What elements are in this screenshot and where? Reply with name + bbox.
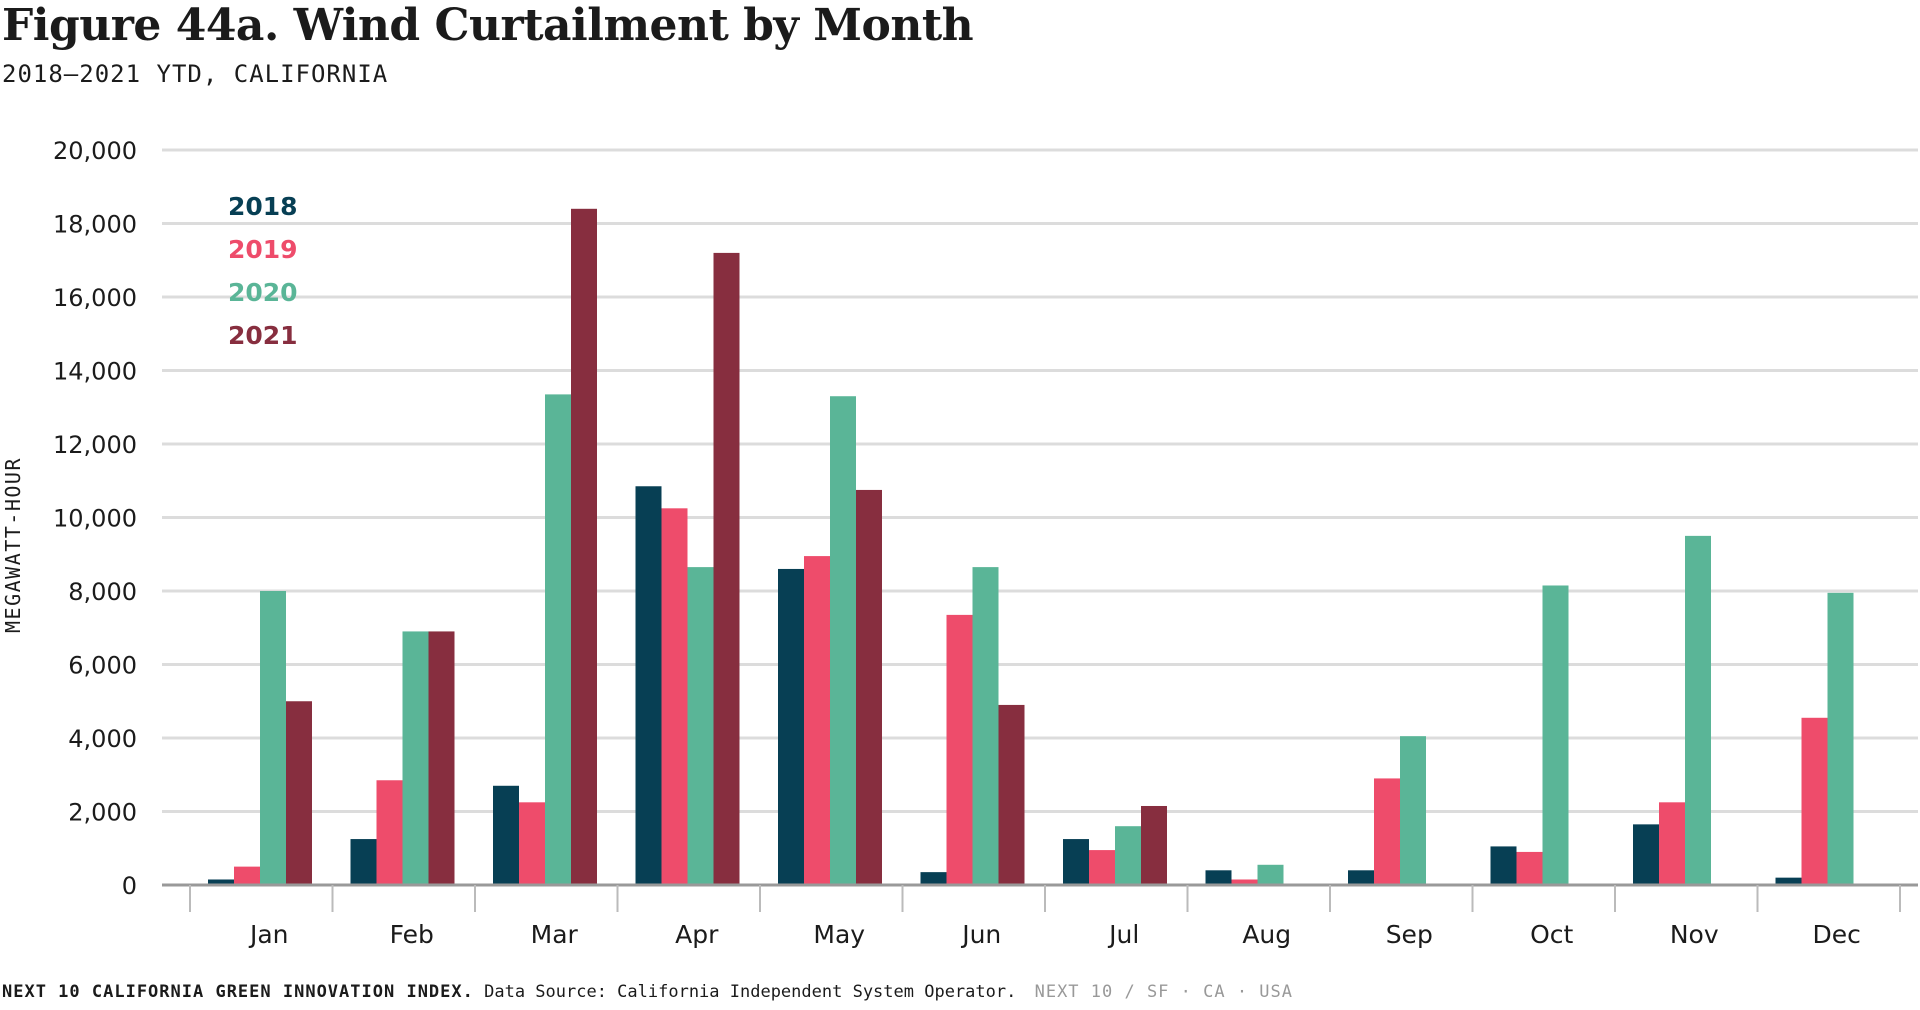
bar-feb-2021: [428, 631, 455, 885]
bar-feb-2019: [376, 780, 403, 885]
bar-jan-2018: [208, 879, 234, 885]
footer-tag: NEXT 10 / SF · CA · USA: [1034, 982, 1293, 1002]
legend-item-2018: 2018: [228, 192, 298, 221]
bar-apr-2018: [635, 486, 662, 885]
bar-mar-2018: [493, 785, 519, 885]
y-tick-label: 6,000: [68, 652, 137, 680]
x-tick-label: Jan: [248, 920, 289, 949]
bar-oct-2018: [1490, 846, 1517, 885]
bar-chart: 0 2,000 4,000 6,000 8,000 10,000 12,000 14,000 1…: [1, 137, 1918, 949]
bar-jul-2019: [1089, 850, 1115, 885]
bar-aug-2019: [1231, 879, 1258, 885]
y-tick-label: 4,000: [68, 725, 137, 753]
y-tick-label: 0: [122, 872, 137, 900]
bar-sep-2019: [1374, 778, 1400, 885]
bars: [208, 208, 1854, 886]
y-tick-label: 8,000: [68, 578, 137, 606]
legend-item-2019: 2019: [228, 235, 298, 264]
bar-apr-2019: [661, 508, 688, 885]
bar-may-2019: [804, 556, 830, 885]
bar-feb-2020: [402, 631, 429, 885]
bar-may-2020: [830, 396, 856, 885]
bar-jun-2021: [998, 704, 1025, 885]
x-tick-label: Apr: [675, 920, 719, 949]
legend-item-2021: 2021: [228, 321, 298, 350]
bar-mar-2019: [519, 802, 545, 885]
x-tick-label: Aug: [1242, 920, 1291, 949]
bar-jan-2019: [234, 866, 260, 885]
bar-jun-2020: [972, 567, 999, 885]
footer-brand: NEXT 10 CALIFORNIA GREEN INNOVATION INDE…: [2, 982, 474, 1002]
bar-nov-2019: [1659, 802, 1685, 885]
y-tick-label: 12,000: [53, 431, 137, 459]
bar-mar-2021: [571, 208, 597, 886]
x-tick-label: Jul: [1107, 920, 1139, 949]
y-tick-label: 20,000: [53, 137, 137, 165]
bar-sep-2020: [1400, 736, 1426, 885]
footer: NEXT 10 CALIFORNIA GREEN INNOVATION INDE…: [2, 982, 1293, 1002]
bar-oct-2019: [1516, 851, 1543, 885]
bar-aug-2018: [1205, 870, 1232, 885]
bar-aug-2020: [1257, 864, 1284, 885]
bar-jun-2018: [920, 872, 947, 885]
bar-jan-2021: [286, 701, 312, 885]
gridlines: [162, 148, 1918, 813]
y-tick-label: 18,000: [53, 211, 137, 239]
x-tick-label: May: [813, 920, 865, 949]
bar-feb-2018: [350, 839, 377, 885]
bar-dec-2018: [1775, 877, 1802, 885]
x-tick-label: Oct: [1530, 920, 1573, 949]
bar-apr-2020: [687, 567, 714, 885]
bar-apr-2021: [713, 252, 740, 885]
bar-nov-2020: [1685, 535, 1711, 885]
x-tick-label: Dec: [1813, 920, 1861, 949]
legend: 2018 2019 2020 2021: [228, 192, 298, 350]
bar-sep-2018: [1348, 870, 1374, 885]
chart-title: Figure 44a. Wind Curtailment by Month: [2, 0, 974, 51]
x-tick-label: Mar: [531, 920, 579, 949]
chart-subtitle: 2018–2021 YTD, CALIFORNIA: [2, 60, 389, 88]
bar-nov-2018: [1633, 824, 1659, 885]
bar-jul-2020: [1115, 826, 1141, 885]
y-tick-label: 16,000: [53, 284, 137, 312]
y-tick-label: 14,000: [53, 358, 137, 386]
y-tick-label: 2,000: [68, 799, 137, 827]
y-axis-ticks: 0 2,000 4,000 6,000 8,000 10,000 12,000 14,000 1…: [53, 137, 137, 900]
legend-item-2020: 2020: [228, 278, 298, 307]
bar-mar-2020: [545, 394, 571, 885]
bar-oct-2020: [1542, 585, 1569, 885]
bar-jul-2018: [1063, 839, 1089, 885]
x-tick-label: Jun: [960, 920, 1001, 949]
bar-dec-2020: [1827, 592, 1854, 885]
bar-may-2018: [778, 568, 804, 885]
footer-source: Data Source: California Independent Syst…: [484, 982, 1017, 1002]
bar-jun-2019: [946, 614, 973, 885]
bar-may-2021: [856, 489, 882, 885]
y-tick-label: 10,000: [53, 505, 137, 533]
bar-jan-2020: [260, 591, 286, 885]
x-tick-label: Nov: [1670, 920, 1719, 949]
bar-dec-2019: [1801, 717, 1828, 885]
y-axis-label: MEGAWATT-HOUR: [1, 457, 25, 633]
x-tick-label: Sep: [1386, 920, 1433, 949]
bar-jul-2021: [1141, 805, 1167, 885]
x-tick-label: Feb: [390, 920, 434, 949]
x-axis: Jan Feb Mar Apr May Jun Jul Aug Sep Oct Nov Dec: [162, 883, 1918, 949]
